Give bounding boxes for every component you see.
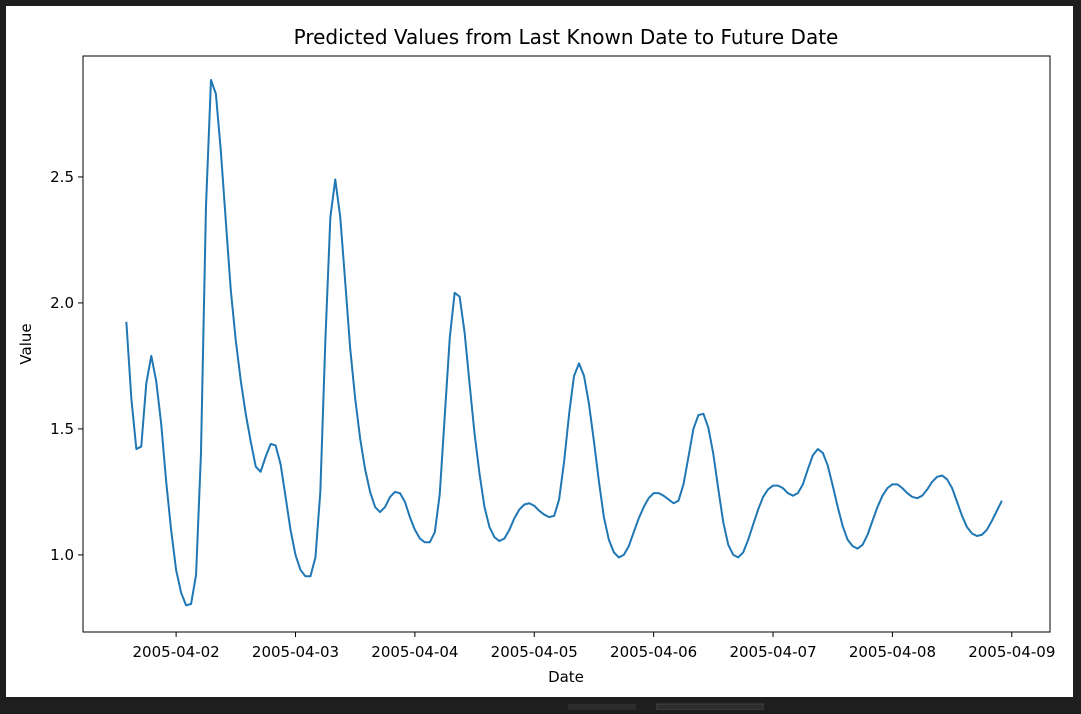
plot: 1.0 1.5 2.0 2.5 2005-04-02 2005-04-03 2005-04-… bbox=[50, 78, 1055, 661]
x-tick-label: 2005-04-06 bbox=[610, 643, 697, 661]
chart-title: Predicted Values from Last Known Date to… bbox=[294, 25, 839, 49]
x-tick-label: 2005-04-02 bbox=[133, 643, 220, 661]
x-tick-label: 2005-04-09 bbox=[968, 643, 1055, 661]
x-tick-label: 2005-04-07 bbox=[729, 643, 816, 661]
y-tick-label: 2.5 bbox=[50, 168, 74, 186]
toolbar-button[interactable] bbox=[568, 704, 636, 710]
x-tick-label: 2005-04-05 bbox=[491, 643, 578, 661]
figure bbox=[6, 6, 1073, 697]
y-tick-label: 1.5 bbox=[50, 420, 74, 438]
x-tick-label: 2005-04-04 bbox=[371, 643, 458, 661]
y-axis-label: Value bbox=[17, 323, 35, 364]
toolbar-button[interactable] bbox=[656, 703, 764, 711]
x-tick-label: 2005-04-08 bbox=[849, 643, 936, 661]
y-tick-label: 1.0 bbox=[50, 546, 74, 564]
y-tick-label: 2.0 bbox=[50, 294, 74, 312]
line-series bbox=[125, 78, 1003, 607]
x-tick-label: 2005-04-03 bbox=[252, 643, 339, 661]
x-axis-label: Date bbox=[548, 668, 584, 686]
axes-frame bbox=[82, 55, 1051, 633]
